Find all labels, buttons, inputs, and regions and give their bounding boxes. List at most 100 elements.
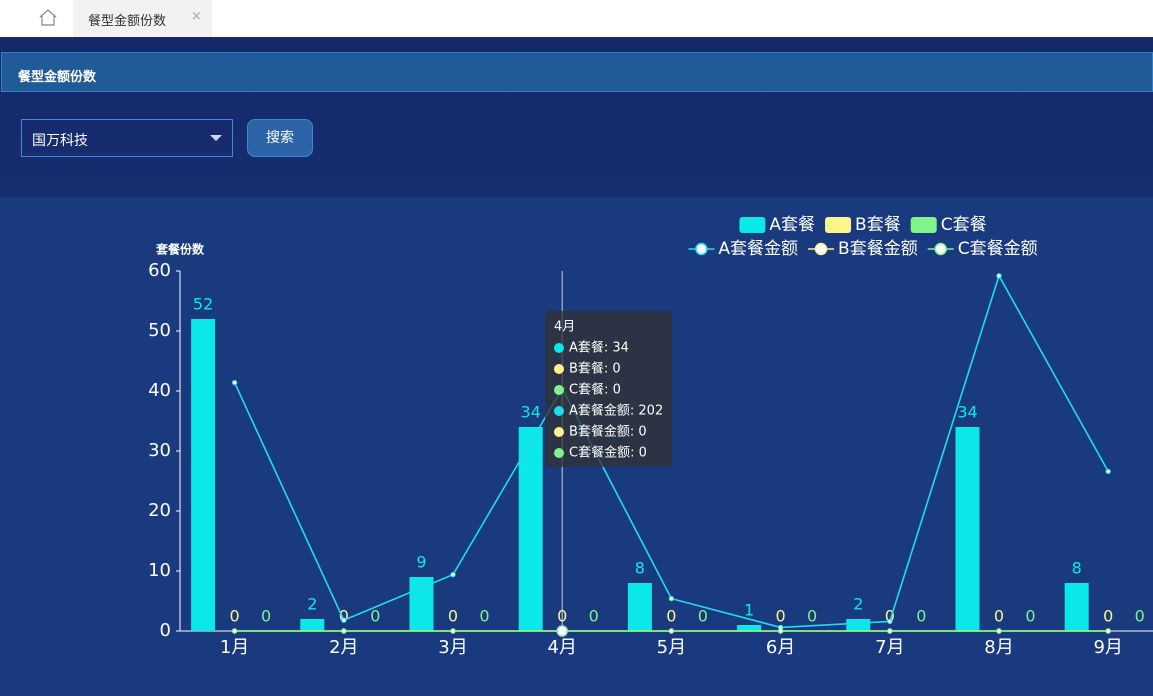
search-button[interactable]: 搜索 <box>247 119 313 157</box>
data-label: 0 <box>666 607 676 626</box>
bar <box>409 577 434 631</box>
bar <box>191 319 216 631</box>
legend-row: A套餐 B套餐 C套餐 <box>739 215 987 235</box>
legend-dot <box>814 242 828 256</box>
tooltip-dot <box>554 343 564 353</box>
data-label: 0 <box>776 607 786 626</box>
tooltip-dot <box>554 427 564 437</box>
bar <box>1064 583 1089 631</box>
tooltip-line: A套餐金额: 202 <box>569 403 663 419</box>
tooltip-dot <box>554 448 564 458</box>
y-tick-label: 0 <box>160 620 171 641</box>
tooltip-line: A套餐: 34 <box>569 340 629 356</box>
data-label: 0 <box>1103 607 1113 626</box>
legend-row: A套餐金额 B套餐金额 C套餐金额 <box>688 239 1038 259</box>
data-label: 0 <box>807 607 817 626</box>
data-label: 0 <box>557 607 567 626</box>
data-label: 0 <box>1135 607 1145 626</box>
data-label: 0 <box>1025 607 1035 626</box>
legend-label: B套餐金额 <box>838 239 918 259</box>
tooltip-box <box>545 311 672 467</box>
point <box>450 628 456 634</box>
data-label: 0 <box>589 607 599 626</box>
tooltip: 4月 A套餐: 34 B套餐: 0 C套餐: 0 A套餐金额: 202 B套餐金额: 0 C… <box>545 311 672 467</box>
y-tick-label: 50 <box>148 320 171 341</box>
data-label: 0 <box>370 607 380 626</box>
tooltip-dot <box>554 364 564 374</box>
tab-close[interactable]: × <box>191 9 202 24</box>
data-label: 2 <box>853 595 863 614</box>
tooltip-line: C套餐金额: 0 <box>569 445 647 461</box>
legend-swatch <box>825 217 852 233</box>
x-tick-label: 8月 <box>984 637 1013 658</box>
point <box>887 618 893 625</box>
bar <box>518 427 543 631</box>
data-label: 2 <box>307 595 317 614</box>
legend-dot <box>695 242 708 256</box>
bar <box>300 619 325 631</box>
legend-label: A套餐金额 <box>718 239 798 259</box>
x-tick-label: 7月 <box>875 637 904 658</box>
y-tick-label: 40 <box>148 380 171 401</box>
data-label: 0 <box>916 607 926 626</box>
tooltip-line: B套餐金额: 0 <box>569 424 647 440</box>
data-label: 0 <box>448 607 458 626</box>
data-label: 0 <box>261 607 271 626</box>
data-label: 0 <box>994 607 1004 626</box>
bar <box>846 619 871 631</box>
y-tick-label: 20 <box>148 500 171 521</box>
highlight-point <box>556 625 568 637</box>
tooltip-line: B套餐: 0 <box>569 361 621 377</box>
x-tick-label: 6月 <box>766 637 795 658</box>
point <box>777 628 784 634</box>
tab-bar: 餐型金额份数 × <box>0 0 1153 37</box>
tooltip-title: 4月 <box>554 320 575 335</box>
company-select[interactable]: 国万科技 <box>21 119 233 157</box>
x-tick-label: 9月 <box>1093 637 1122 658</box>
select-value: 国万科技 <box>32 133 88 149</box>
data-label: 52 <box>193 295 213 314</box>
tab-label: 餐型金额份数 <box>88 14 167 29</box>
x-tick-label: 3月 <box>438 637 467 658</box>
point <box>996 273 1002 279</box>
point <box>231 379 238 386</box>
legend-swatch <box>739 217 766 233</box>
data-label: 34 <box>957 403 977 422</box>
tooltip-dot <box>554 385 564 395</box>
point <box>668 595 675 602</box>
y-axis-title: 套餐份数 <box>155 242 205 257</box>
y-tick-label: 60 <box>148 260 171 281</box>
legend-label: B套餐 <box>855 215 901 235</box>
bar <box>737 625 762 631</box>
point <box>668 628 675 634</box>
data-label: 1 <box>744 601 754 620</box>
panel-header: 餐型金额份数 <box>1 52 1153 92</box>
point <box>996 628 1002 634</box>
point <box>887 628 893 634</box>
point <box>1105 628 1111 634</box>
point <box>450 571 456 578</box>
point <box>341 628 347 634</box>
tooltip-line: C套餐: 0 <box>569 382 621 398</box>
x-tick-label: 2月 <box>329 637 358 658</box>
data-label: 0 <box>479 607 489 626</box>
point <box>1105 468 1111 475</box>
panel-title: 餐型金额份数 <box>18 70 97 85</box>
point <box>231 628 238 634</box>
data-label: 0 <box>885 607 895 626</box>
legend-swatch <box>910 217 937 233</box>
legend-label: C套餐金额 <box>958 239 1038 259</box>
data-label: 0 <box>339 607 349 626</box>
legend-label: A套餐 <box>769 215 815 235</box>
tab[interactable]: 餐型金额份数 × <box>73 0 212 37</box>
home-icon[interactable] <box>38 8 58 26</box>
data-label: 9 <box>416 553 426 572</box>
x-tick-label: 1月 <box>220 637 249 658</box>
data-label: 0 <box>698 607 708 626</box>
data-label: 34 <box>521 403 541 422</box>
data-label: 0 <box>230 607 240 626</box>
x-tick-label: 5月 <box>657 637 686 658</box>
y-tick-label: 30 <box>148 440 171 461</box>
